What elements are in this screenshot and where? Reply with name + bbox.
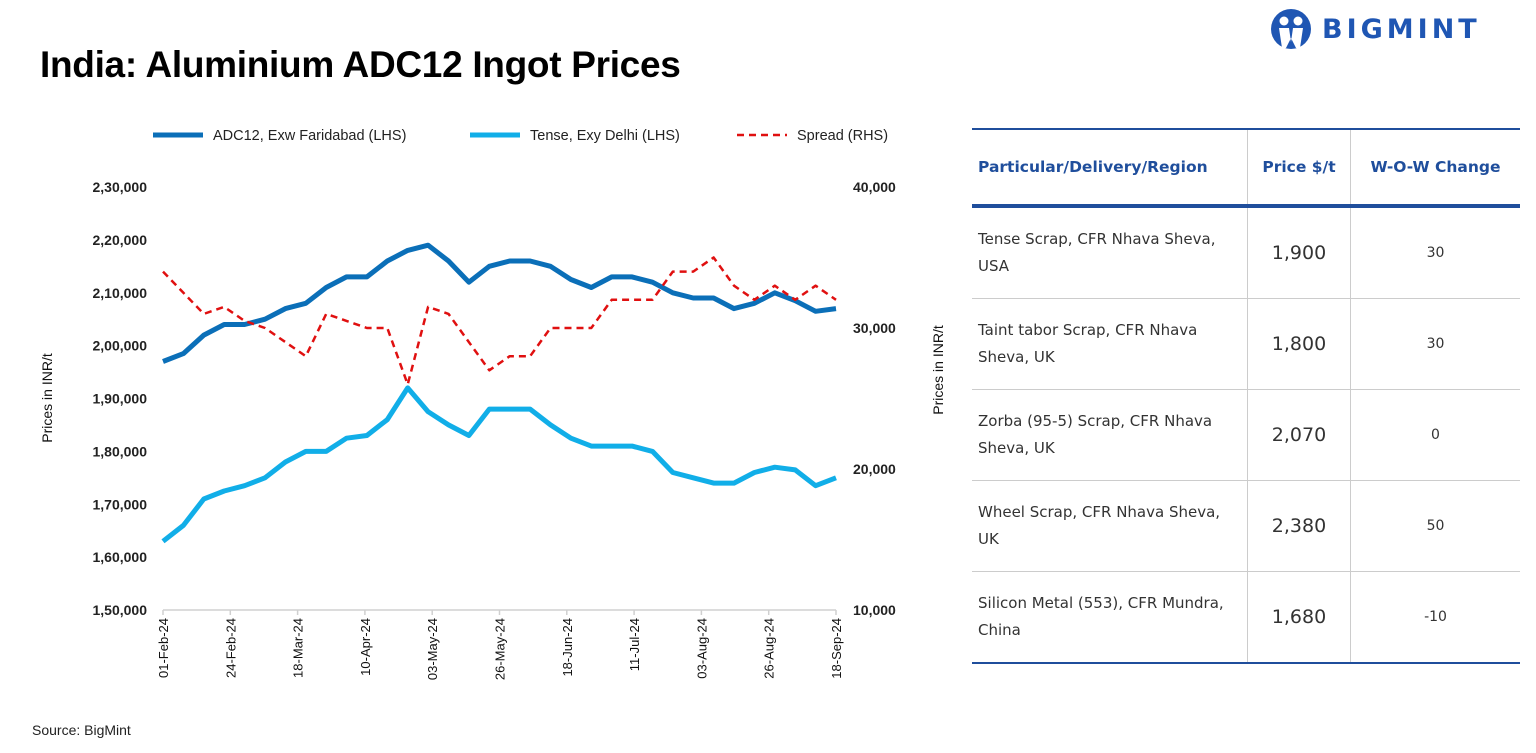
y-tick-label-left: 2,00,000: [93, 338, 148, 354]
y-tick-label-left: 2,20,000: [93, 232, 148, 248]
legend-label: Spread (RHS): [797, 128, 888, 144]
y-tick-label-right: 40,000: [853, 179, 896, 195]
cell-price: 1,900: [1247, 206, 1351, 299]
y-tick-label-left: 2,30,000: [93, 179, 148, 195]
cell-change: 30: [1350, 206, 1520, 299]
y-tick-label-left: 1,70,000: [93, 496, 148, 512]
x-tick-label: 26-May-24: [493, 618, 508, 680]
table-header-row: Particular/Delivery/Region Price $/t W-O…: [972, 129, 1520, 208]
cell-item: Zorba (95-5) Scrap, CFR Nhava Sheva, UK: [972, 389, 1248, 481]
table-row: Zorba (95-5) Scrap, CFR Nhava Sheva, UK 2…: [972, 389, 1520, 481]
cell-price: 2,380: [1247, 480, 1351, 572]
y-tick-label-left: 2,10,000: [93, 285, 148, 301]
table-row: Tense Scrap, CFR Nhava Sheva, USA 1,900 30: [972, 206, 1520, 299]
x-tick-label: 10-Apr-24: [358, 618, 373, 676]
bigmint-logo-icon: [1271, 9, 1311, 49]
source-note: Source: BigMint: [32, 722, 131, 738]
cell-item: Silicon Metal (553), CFR Mundra, China: [978, 594, 1224, 639]
cell-item: Wheel Scrap, CFR Nhava Sheva, UK: [972, 480, 1248, 572]
cell-change: -10: [1424, 609, 1447, 625]
x-tick-label: 01-Feb-24: [156, 618, 171, 678]
logo-text: BIGMINT: [1322, 13, 1481, 45]
cell-change: 0: [1350, 389, 1520, 481]
x-tick-label: 18-Sep-24: [829, 618, 844, 679]
x-tick-label: 03-May-24: [425, 618, 440, 680]
y-axis-title-left: Prices in INR/t: [39, 353, 55, 443]
y-tick-label-right: 30,000: [853, 320, 896, 336]
y-axis-title-right: Prices in INR/t: [930, 325, 946, 415]
column-header-change: W-O-W Change: [1350, 129, 1520, 208]
legend-label: Tense, Exy Delhi (LHS): [530, 128, 680, 144]
cell-item: Tense Scrap, CFR Nhava Sheva, USA: [972, 206, 1248, 299]
table-row: Silicon Metal (553), CFR Mundra, China 1,…: [972, 571, 1520, 663]
y-tick-label-left: 1,60,000: [93, 549, 148, 565]
table-row: Wheel Scrap, CFR Nhava Sheva, UK 2,380 50: [972, 480, 1520, 572]
x-tick-label: 03-Aug-24: [694, 618, 709, 679]
x-tick-label: 18-Jun-24: [560, 618, 575, 677]
cell-price: 1,800: [1247, 298, 1351, 390]
x-tick-label: 11-Jul-24: [627, 618, 642, 671]
line-chart: 01-Feb-24 24-Feb-24 18-Mar-24 10-Apr-24 03-M…: [39, 128, 946, 680]
y-tick-label-left: 1,80,000: [93, 443, 148, 459]
price-table: Particular/Delivery/Region Price $/t W-O…: [972, 128, 1520, 664]
bigmint-logo: BIGMINT: [1270, 8, 1481, 50]
series-line-2: [161, 385, 837, 544]
cell-price: 1,680: [1247, 571, 1351, 663]
cell-price: 2,070: [1247, 389, 1351, 481]
x-tick-label: 26-Aug-24: [762, 618, 777, 679]
series-line-3: [162, 256, 837, 386]
page-title: India: Aluminium ADC12 Ingot Prices: [40, 44, 681, 85]
column-header-particular: Particular/Delivery/Region: [972, 129, 1248, 208]
series-line-1: [162, 242, 837, 364]
legend-label: ADC12, Exw Faridabad (LHS): [213, 128, 406, 144]
x-tick-label: 18-Mar-24: [291, 618, 306, 678]
table-row: Taint tabor Scrap, CFR Nhava Sheva, UK 1,…: [972, 298, 1520, 390]
y-tick-label-right: 10,000: [853, 602, 896, 618]
y-tick-label-left: 1,50,000: [93, 602, 148, 618]
cell-change: 30: [1350, 298, 1520, 390]
cell-change: 50: [1350, 480, 1520, 572]
cell-item: Taint tabor Scrap, CFR Nhava Sheva, UK: [972, 298, 1248, 390]
x-tick-label: 24-Feb-24: [223, 618, 238, 678]
y-tick-label-left: 1,90,000: [93, 391, 148, 407]
column-header-price: Price $/t: [1247, 129, 1351, 208]
y-tick-label-right: 20,000: [853, 461, 896, 477]
